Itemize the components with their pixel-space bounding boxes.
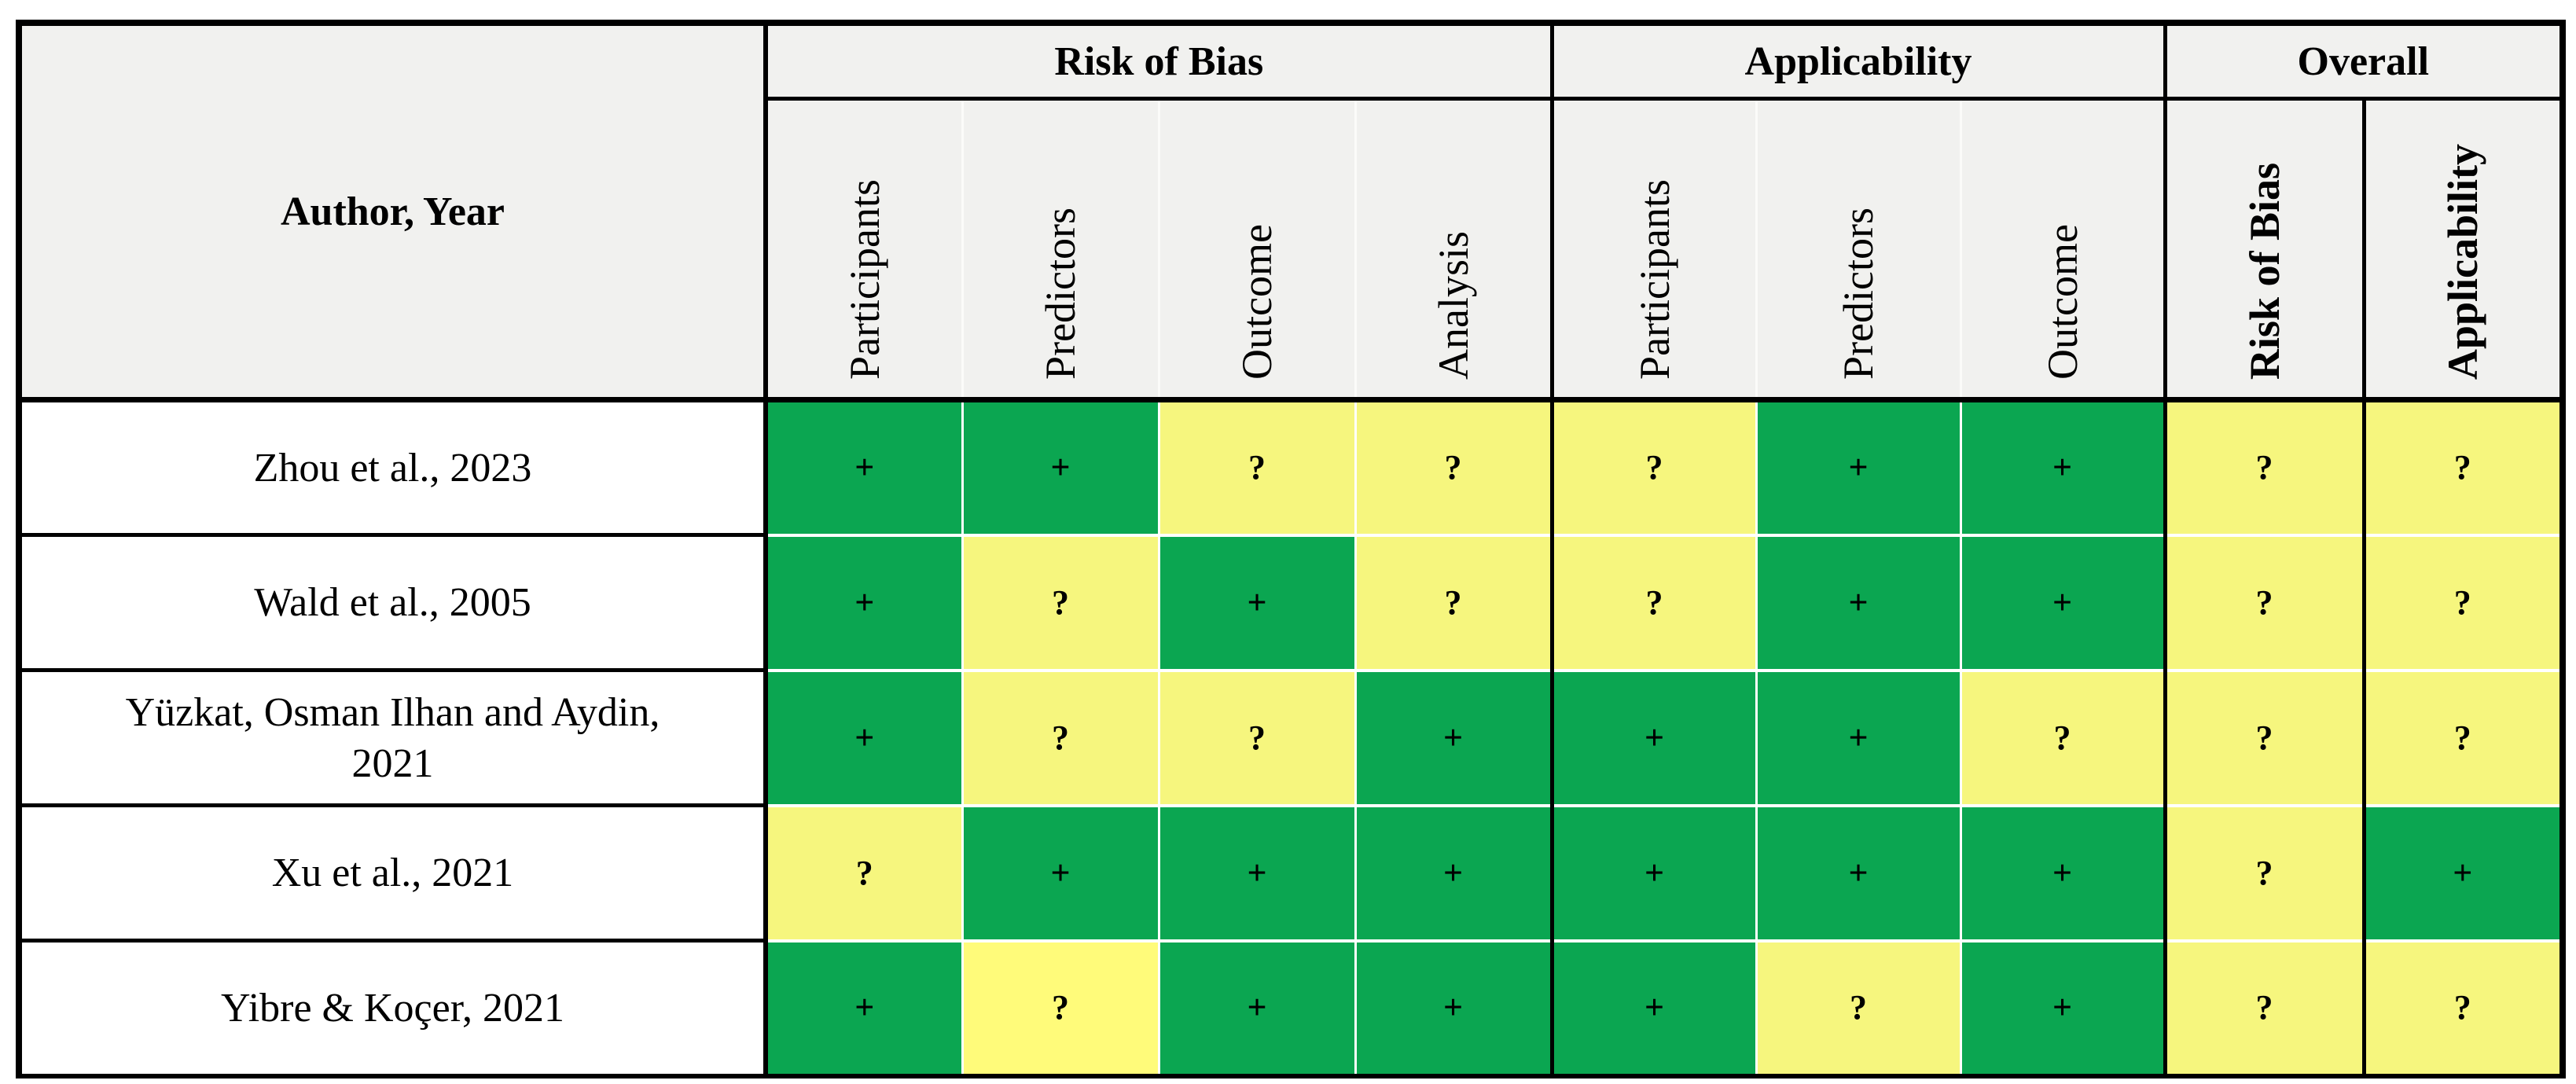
assessment-cell: ? <box>1549 533 1757 671</box>
assessment-cell: + <box>1549 803 1757 941</box>
assessment-cell: + <box>1959 397 2166 535</box>
assessment-cell: + <box>763 668 962 806</box>
assessment-cell: + <box>1157 939 1355 1076</box>
column-header-label: Outcome <box>2038 224 2086 380</box>
assessment-cell: ? <box>1157 397 1355 535</box>
assessment-cell: + <box>1755 397 1961 535</box>
assessment-cell: + <box>1755 668 1961 806</box>
section-overall: Overall <box>2163 23 2563 101</box>
assessment-cell: + <box>763 939 962 1076</box>
assessment-cell: + <box>763 533 962 671</box>
assessment-cell: + <box>1755 803 1961 941</box>
column-header-label: Risk of Bias <box>2240 162 2288 380</box>
section-header-row: Author, Year Risk of Bias Applicability … <box>19 23 2563 402</box>
assessment-cell: + <box>961 803 1159 941</box>
assessment-cell: + <box>1157 803 1355 941</box>
author-cell: Yibre & Koçer, 2021 <box>19 939 768 1076</box>
assessment-cell: + <box>961 397 1159 535</box>
col-rob-participants: Participants <box>763 98 962 402</box>
assessment-cell: + <box>1549 939 1757 1076</box>
author-cell: Zhou et al., 2023 <box>19 397 768 535</box>
assessment-cell: ? <box>961 939 1159 1076</box>
assessment-cell: + <box>1549 668 1757 806</box>
quality-assessment-table: Author, Year Risk of Bias Applicability … <box>16 20 2567 1078</box>
assessment-cell: ? <box>1755 939 1961 1076</box>
assessment-cell: + <box>1959 803 2166 941</box>
assessment-cell: ? <box>961 668 1159 806</box>
author-cell: Xu et al., 2021 <box>19 803 768 941</box>
table-body: Zhou et al., 2023 + + ? ? ? + + ? ? Wald… <box>19 397 2563 1076</box>
assessment-cell: ? <box>1354 533 1553 671</box>
assessment-cell: ? <box>2361 668 2563 806</box>
assessment-cell: ? <box>2361 939 2563 1076</box>
assessment-cell: + <box>1959 939 2166 1076</box>
author-year-header: Author, Year <box>19 23 768 402</box>
column-header-label: Outcome <box>1233 224 1281 380</box>
column-header-label: Analysis <box>1429 231 1477 380</box>
column-header-label: Predictors <box>1835 208 1883 380</box>
table-header: Author, Year Risk of Bias Applicability … <box>19 23 2563 402</box>
col-rob-outcome: Outcome <box>1157 98 1355 402</box>
section-applicability: Applicability <box>1549 23 2166 101</box>
assessment-cell: ? <box>2163 803 2365 941</box>
study-row: Zhou et al., 2023 + + ? ? ? + + ? ? <box>19 397 2563 535</box>
assessment-cell: + <box>2361 803 2563 941</box>
col-rob-analysis: Analysis <box>1354 98 1553 402</box>
column-header-label: Participants <box>1630 179 1678 380</box>
author-cell: Wald et al., 2005 <box>19 533 768 671</box>
assessment-cell: + <box>1354 803 1553 941</box>
study-row: Xu et al., 2021 ? + + + + + + ? + <box>19 803 2563 941</box>
study-row: Yüzkat, Osman Ilhan and Aydin, 2021 + ? … <box>19 668 2563 806</box>
assessment-cell: ? <box>1959 668 2166 806</box>
assessment-cell: ? <box>1549 397 1757 535</box>
study-row: Wald et al., 2005 + ? + ? ? + + ? ? <box>19 533 2563 671</box>
column-header-label: Applicability <box>2438 143 2486 380</box>
column-header-label: Participants <box>840 179 888 380</box>
section-risk-of-bias: Risk of Bias <box>763 23 1553 101</box>
col-rob-predictors: Predictors <box>961 98 1159 402</box>
assessment-cell: ? <box>2163 533 2365 671</box>
assessment-cell: + <box>1959 533 2166 671</box>
assessment-cell: ? <box>2163 668 2365 806</box>
assessment-cell: ? <box>2163 397 2365 535</box>
assessment-cell: ? <box>1157 668 1355 806</box>
assessment-cell: + <box>1354 668 1553 806</box>
col-overall-risk-of-bias: Risk of Bias <box>2163 98 2365 402</box>
assessment-cell: ? <box>763 803 962 941</box>
assessment-cell: ? <box>2361 533 2563 671</box>
col-app-outcome: Outcome <box>1959 98 2166 402</box>
assessment-cell: + <box>763 397 962 535</box>
assessment-cell: + <box>1354 939 1553 1076</box>
study-row: Yibre & Koçer, 2021 + ? + + + ? + ? ? <box>19 939 2563 1076</box>
col-overall-applicability: Applicability <box>2361 98 2563 402</box>
col-app-participants: Participants <box>1549 98 1757 402</box>
assessment-cell: ? <box>2163 939 2365 1076</box>
assessment-cell: ? <box>1354 397 1553 535</box>
assessment-cell: + <box>1157 533 1355 671</box>
column-header-label: Predictors <box>1037 208 1084 380</box>
subcolumn-header-row: Participants Predictors Outcome Analysis… <box>19 98 2563 402</box>
assessment-cell: + <box>1755 533 1961 671</box>
assessment-cell: ? <box>961 533 1159 671</box>
col-app-predictors: Predictors <box>1755 98 1961 402</box>
author-cell: Yüzkat, Osman Ilhan and Aydin, 2021 <box>19 668 768 806</box>
assessment-cell: ? <box>2361 397 2563 535</box>
